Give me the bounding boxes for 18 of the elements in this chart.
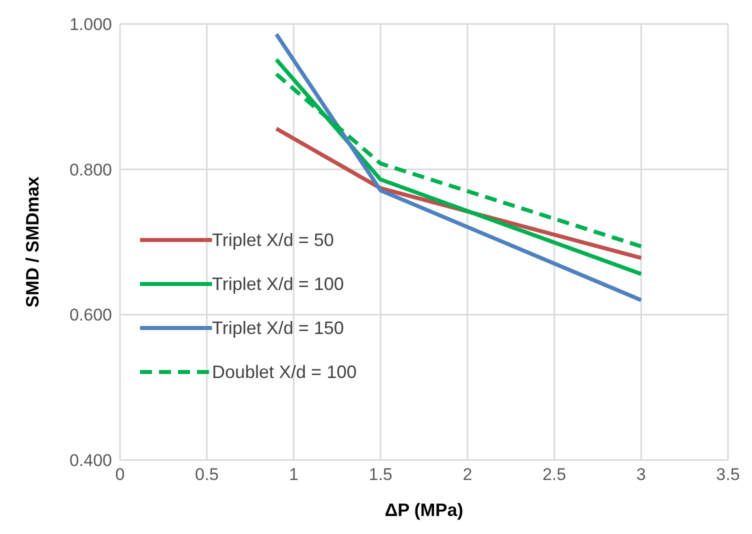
x-tick-label: 0 [115,465,125,484]
y-tick-label: 1.000 [69,15,112,34]
y-tick-label: 0.400 [69,451,112,470]
x-tick-label: 3 [636,465,646,484]
y-tick-label: 0.600 [69,306,112,325]
x-tick-label: 0.5 [195,465,219,484]
y-axis-title: SMD / SMDmax [22,176,42,308]
x-tick-label: 2 [462,465,472,484]
legend-label: Triplet X/d = 100 [212,274,344,294]
y-tick-label: 0.800 [69,160,112,180]
x-tick-label: 1.5 [368,465,392,484]
x-tick-label: 2.5 [542,465,566,484]
x-tick-label: 1 [288,465,298,484]
legend-label: Triplet X/d = 50 [212,230,334,250]
legend-label: Triplet X/d = 150 [212,318,344,338]
x-tick-label: 3.5 [716,465,740,484]
x-axis-title: ΔP (MPa) [384,500,464,520]
legend-label: Doublet X/d = 100 [212,362,357,382]
